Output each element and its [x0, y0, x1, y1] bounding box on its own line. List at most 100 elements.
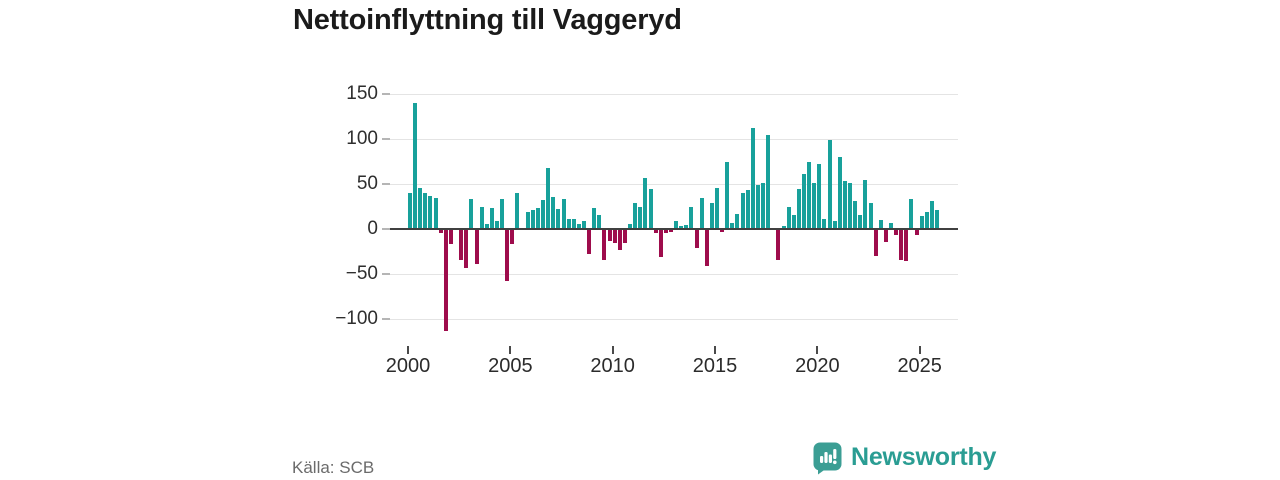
bar [556, 209, 561, 229]
gridline [390, 274, 958, 275]
gridline [390, 184, 958, 185]
y-tick-mark [382, 228, 390, 230]
bar [858, 214, 863, 229]
bar [725, 162, 730, 229]
brand-wordmark: Newsworthy [851, 443, 997, 471]
zero-axis-line [390, 228, 958, 230]
bar [802, 174, 806, 229]
bar [617, 229, 622, 250]
y-tick-label: 0 [367, 218, 378, 239]
bar [561, 199, 566, 229]
y-tick-mark [382, 183, 390, 185]
logo-icon [813, 442, 842, 475]
bar [423, 193, 428, 229]
bar [628, 223, 633, 229]
x-tick-mark [509, 346, 512, 354]
bar [443, 229, 448, 331]
plot-area [390, 85, 958, 345]
bar [474, 229, 479, 265]
bar [914, 229, 919, 236]
bar [602, 229, 607, 260]
bar [720, 229, 725, 232]
bar [873, 229, 878, 256]
bar [919, 216, 924, 229]
bar [668, 229, 673, 232]
gridline [390, 139, 958, 140]
x-tick-label: 2025 [897, 355, 942, 377]
bar [448, 229, 453, 245]
bar [653, 229, 658, 233]
bar [510, 229, 515, 245]
bar [868, 202, 873, 229]
x-tick-mark [816, 346, 819, 354]
bar [848, 183, 853, 229]
bar [408, 193, 412, 229]
bar [842, 181, 847, 229]
x-tick-label: 2020 [795, 355, 840, 377]
y-tick-mark [382, 138, 390, 140]
x-tick-label: 2010 [590, 355, 635, 377]
page-title: Nettoinflyttning till Vaggeryd [293, 4, 682, 36]
bar [489, 208, 494, 229]
y-tick-label: 150 [346, 83, 378, 104]
bar [551, 196, 556, 229]
x-tick-mark [611, 346, 614, 354]
bar [515, 193, 520, 229]
bar [929, 201, 934, 229]
bar [587, 229, 592, 255]
bar [750, 128, 755, 229]
bar [413, 103, 418, 229]
bar [535, 208, 540, 229]
x-tick-label: 2005 [488, 355, 533, 377]
bar [581, 220, 586, 229]
bar [494, 220, 499, 229]
bar [909, 199, 914, 229]
bar [597, 214, 602, 229]
bar [566, 219, 571, 229]
bar [571, 219, 576, 229]
bar [576, 223, 581, 229]
bar [684, 224, 689, 229]
bar [704, 229, 709, 266]
bar [904, 229, 909, 262]
bar [837, 157, 842, 229]
x-tick-label: 2015 [692, 355, 738, 377]
bar [633, 202, 638, 229]
bar [433, 197, 438, 229]
gridline [390, 94, 958, 95]
bar [863, 179, 868, 229]
y-tick-mark [382, 318, 390, 320]
bar [735, 213, 740, 229]
bar [791, 214, 796, 229]
bar [484, 223, 489, 229]
newsworthy-logo [813, 441, 842, 475]
bar [699, 197, 704, 229]
bar [505, 229, 510, 282]
bar [832, 220, 837, 229]
bar [438, 229, 443, 233]
bar [464, 229, 469, 268]
x-tick-mark [918, 346, 921, 354]
y-tick-label: 100 [346, 128, 378, 149]
bar [894, 229, 899, 236]
y-tick-label: 50 [356, 173, 378, 194]
bar [781, 226, 786, 229]
bar [689, 206, 694, 229]
bar [812, 183, 817, 229]
bar [766, 134, 771, 229]
y-tick-mark [382, 273, 390, 275]
bar [755, 184, 760, 229]
bar [709, 202, 714, 229]
bar [889, 222, 893, 229]
bar [796, 189, 801, 229]
bar [935, 210, 940, 229]
bar [827, 139, 832, 229]
y-tick-mark [382, 93, 390, 95]
bar [612, 229, 617, 243]
bar [776, 229, 781, 260]
y-tick-label: −100 [335, 308, 378, 329]
bar [525, 211, 530, 229]
bar [643, 177, 648, 229]
y-tick-label: −50 [345, 263, 378, 284]
bar [817, 164, 822, 229]
